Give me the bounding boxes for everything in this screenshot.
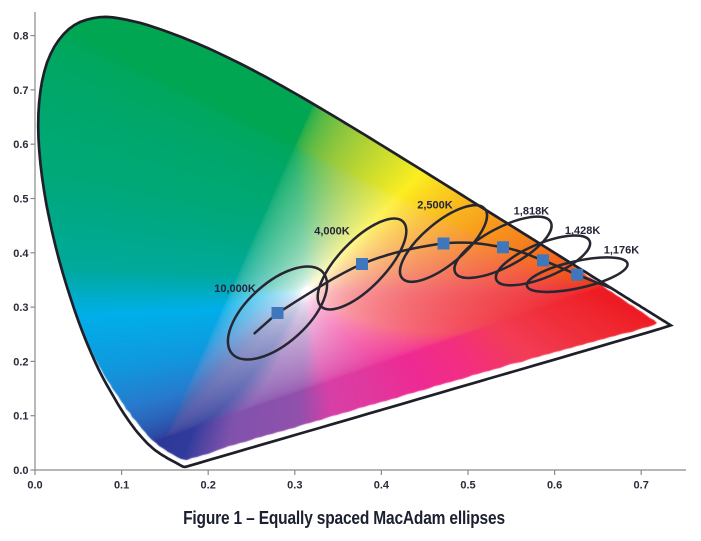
- svg-text:0.1: 0.1: [13, 411, 28, 423]
- svg-text:0.6: 0.6: [547, 480, 562, 492]
- svg-text:0.8: 0.8: [13, 31, 28, 43]
- svg-text:0.3: 0.3: [287, 480, 302, 492]
- svg-text:0.2: 0.2: [201, 480, 216, 492]
- svg-text:0.6: 0.6: [13, 139, 28, 151]
- svg-text:0.1: 0.1: [114, 480, 129, 492]
- svg-text:10,000K: 10,000K: [214, 283, 256, 295]
- svg-text:0.4: 0.4: [374, 480, 390, 492]
- svg-text:0.5: 0.5: [460, 480, 475, 492]
- svg-text:0.7: 0.7: [634, 480, 649, 492]
- svg-text:1,818K: 1,818K: [514, 206, 550, 218]
- svg-text:0.5: 0.5: [13, 194, 28, 206]
- svg-text:0.4: 0.4: [13, 248, 29, 260]
- svg-text:4,000K: 4,000K: [314, 226, 350, 238]
- svg-text:1,176K: 1,176K: [604, 245, 640, 257]
- svg-text:2,500K: 2,500K: [417, 200, 453, 212]
- svg-text:1,428K: 1,428K: [565, 225, 601, 237]
- svg-text:0.0: 0.0: [13, 465, 28, 477]
- svg-text:0.2: 0.2: [13, 356, 28, 368]
- svg-text:0.0: 0.0: [27, 480, 42, 492]
- svg-text:0.3: 0.3: [13, 302, 28, 314]
- svg-text:0.7: 0.7: [13, 85, 28, 97]
